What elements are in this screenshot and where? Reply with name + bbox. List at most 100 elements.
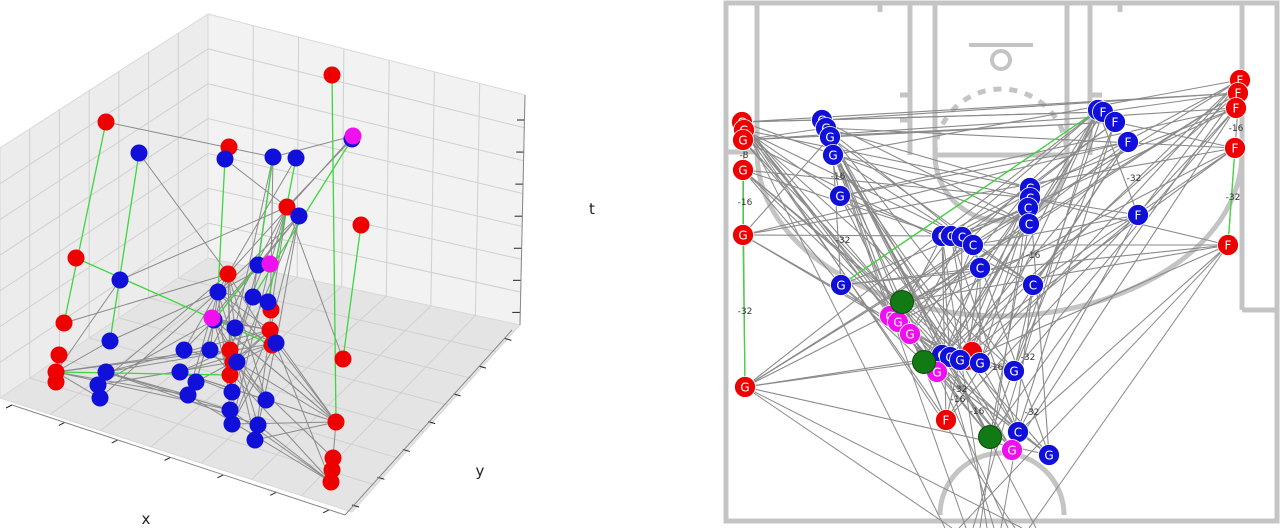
svg-text:G: G (825, 131, 834, 145)
edge (1017, 244, 1229, 433)
blue-point (267, 334, 285, 352)
svg-text:F: F (1112, 116, 1119, 130)
edge (1032, 141, 1129, 286)
blue-point (226, 319, 244, 337)
red-node: F (935, 409, 957, 431)
svg-text:G: G (738, 229, 747, 243)
edge-label: -16 (989, 363, 1004, 373)
svg-text:G: G (836, 279, 845, 293)
edge (959, 236, 963, 361)
svg-text:F: F (1125, 136, 1132, 150)
magenta-point (344, 127, 362, 145)
svg-text:F: F (943, 414, 950, 428)
blue-node: G (819, 126, 841, 148)
edge (909, 187, 1031, 335)
svg-text:G: G (740, 381, 749, 395)
edge-label: -16 (1026, 251, 1041, 261)
blue-node: G (830, 274, 852, 296)
blue-point (171, 363, 189, 381)
edge (105, 342, 277, 373)
court-graph-plot: -16-32-16-32-16-32-32-16-16-32-16-16-32-… (720, 0, 1280, 528)
edge (901, 235, 952, 303)
blue-node: G (1003, 360, 1025, 382)
t-axis-line (519, 94, 526, 326)
edge-labels-layer: -16-32-16-32-16-32-32-16-16-32-16-16-32-… (738, 124, 1244, 418)
edge (217, 291, 271, 331)
magenta-node: G (1001, 439, 1023, 461)
svg-text:F: F (1235, 87, 1242, 101)
green-node (890, 290, 914, 314)
edge (1028, 244, 1229, 528)
time-edge (109, 152, 140, 342)
blue-point (249, 416, 267, 434)
edge (55, 371, 231, 411)
edge (741, 121, 946, 528)
edge (1011, 121, 1116, 451)
blue-node: F (1127, 204, 1149, 226)
edge (1102, 92, 1239, 113)
edge-label: -8 (740, 151, 749, 161)
red-node: G (732, 159, 754, 181)
edge (966, 244, 1229, 361)
svg-text:F: F (1233, 102, 1240, 116)
edge (742, 139, 951, 358)
edge (742, 147, 1236, 236)
red-point (323, 66, 341, 84)
blue-point (179, 386, 197, 404)
blue-point (257, 391, 275, 409)
edge (839, 141, 1129, 197)
edge (972, 109, 1099, 528)
time-edge (55, 371, 231, 376)
svg-text:G: G (905, 328, 914, 342)
edge (909, 236, 963, 335)
edge (743, 129, 841, 197)
x-axis-line (11, 404, 346, 516)
edge (941, 354, 995, 528)
red-node: G (732, 224, 754, 246)
edge (832, 154, 1031, 199)
edge (979, 109, 1099, 364)
edge-label: -32 (1025, 408, 1040, 418)
time-edge (742, 234, 746, 388)
red-point (55, 314, 73, 332)
blue-point (130, 144, 148, 162)
edge (825, 127, 963, 238)
edge (971, 214, 1139, 353)
magenta-point (203, 309, 221, 327)
blue-node: G (829, 185, 851, 207)
edge-label: -16 (831, 172, 846, 182)
edge (741, 121, 1016, 528)
edge (966, 207, 1029, 361)
blue-point (175, 341, 193, 359)
edge (901, 244, 1229, 303)
edge-label: -32 (738, 307, 753, 317)
svg-text:C: C (969, 239, 977, 253)
svg-text:G: G (955, 354, 964, 368)
y-axis-line (344, 329, 513, 516)
time-edge (213, 264, 259, 321)
edge (897, 141, 1129, 323)
edge (224, 158, 288, 208)
edge (742, 169, 1031, 199)
svg-text:G: G (975, 357, 984, 371)
red-point (261, 321, 279, 339)
edge (97, 273, 229, 386)
edge-label: -32 (836, 236, 851, 246)
edge (236, 361, 337, 423)
edges-layer (741, 79, 1241, 528)
edge (825, 127, 1037, 528)
svg-text:C: C (947, 230, 955, 244)
blue-node: G (1038, 444, 1060, 466)
edge (1114, 121, 1236, 149)
edge (211, 317, 277, 344)
time-edge (840, 109, 1099, 286)
blue-point (209, 283, 227, 301)
edge (825, 127, 1031, 189)
edge (889, 111, 1104, 317)
edge-label: -16 (951, 395, 966, 405)
svg-text:C: C (1029, 279, 1037, 293)
edge (269, 329, 332, 483)
edge (742, 136, 831, 236)
time-edge (342, 224, 362, 360)
blue-node: G (949, 349, 971, 371)
